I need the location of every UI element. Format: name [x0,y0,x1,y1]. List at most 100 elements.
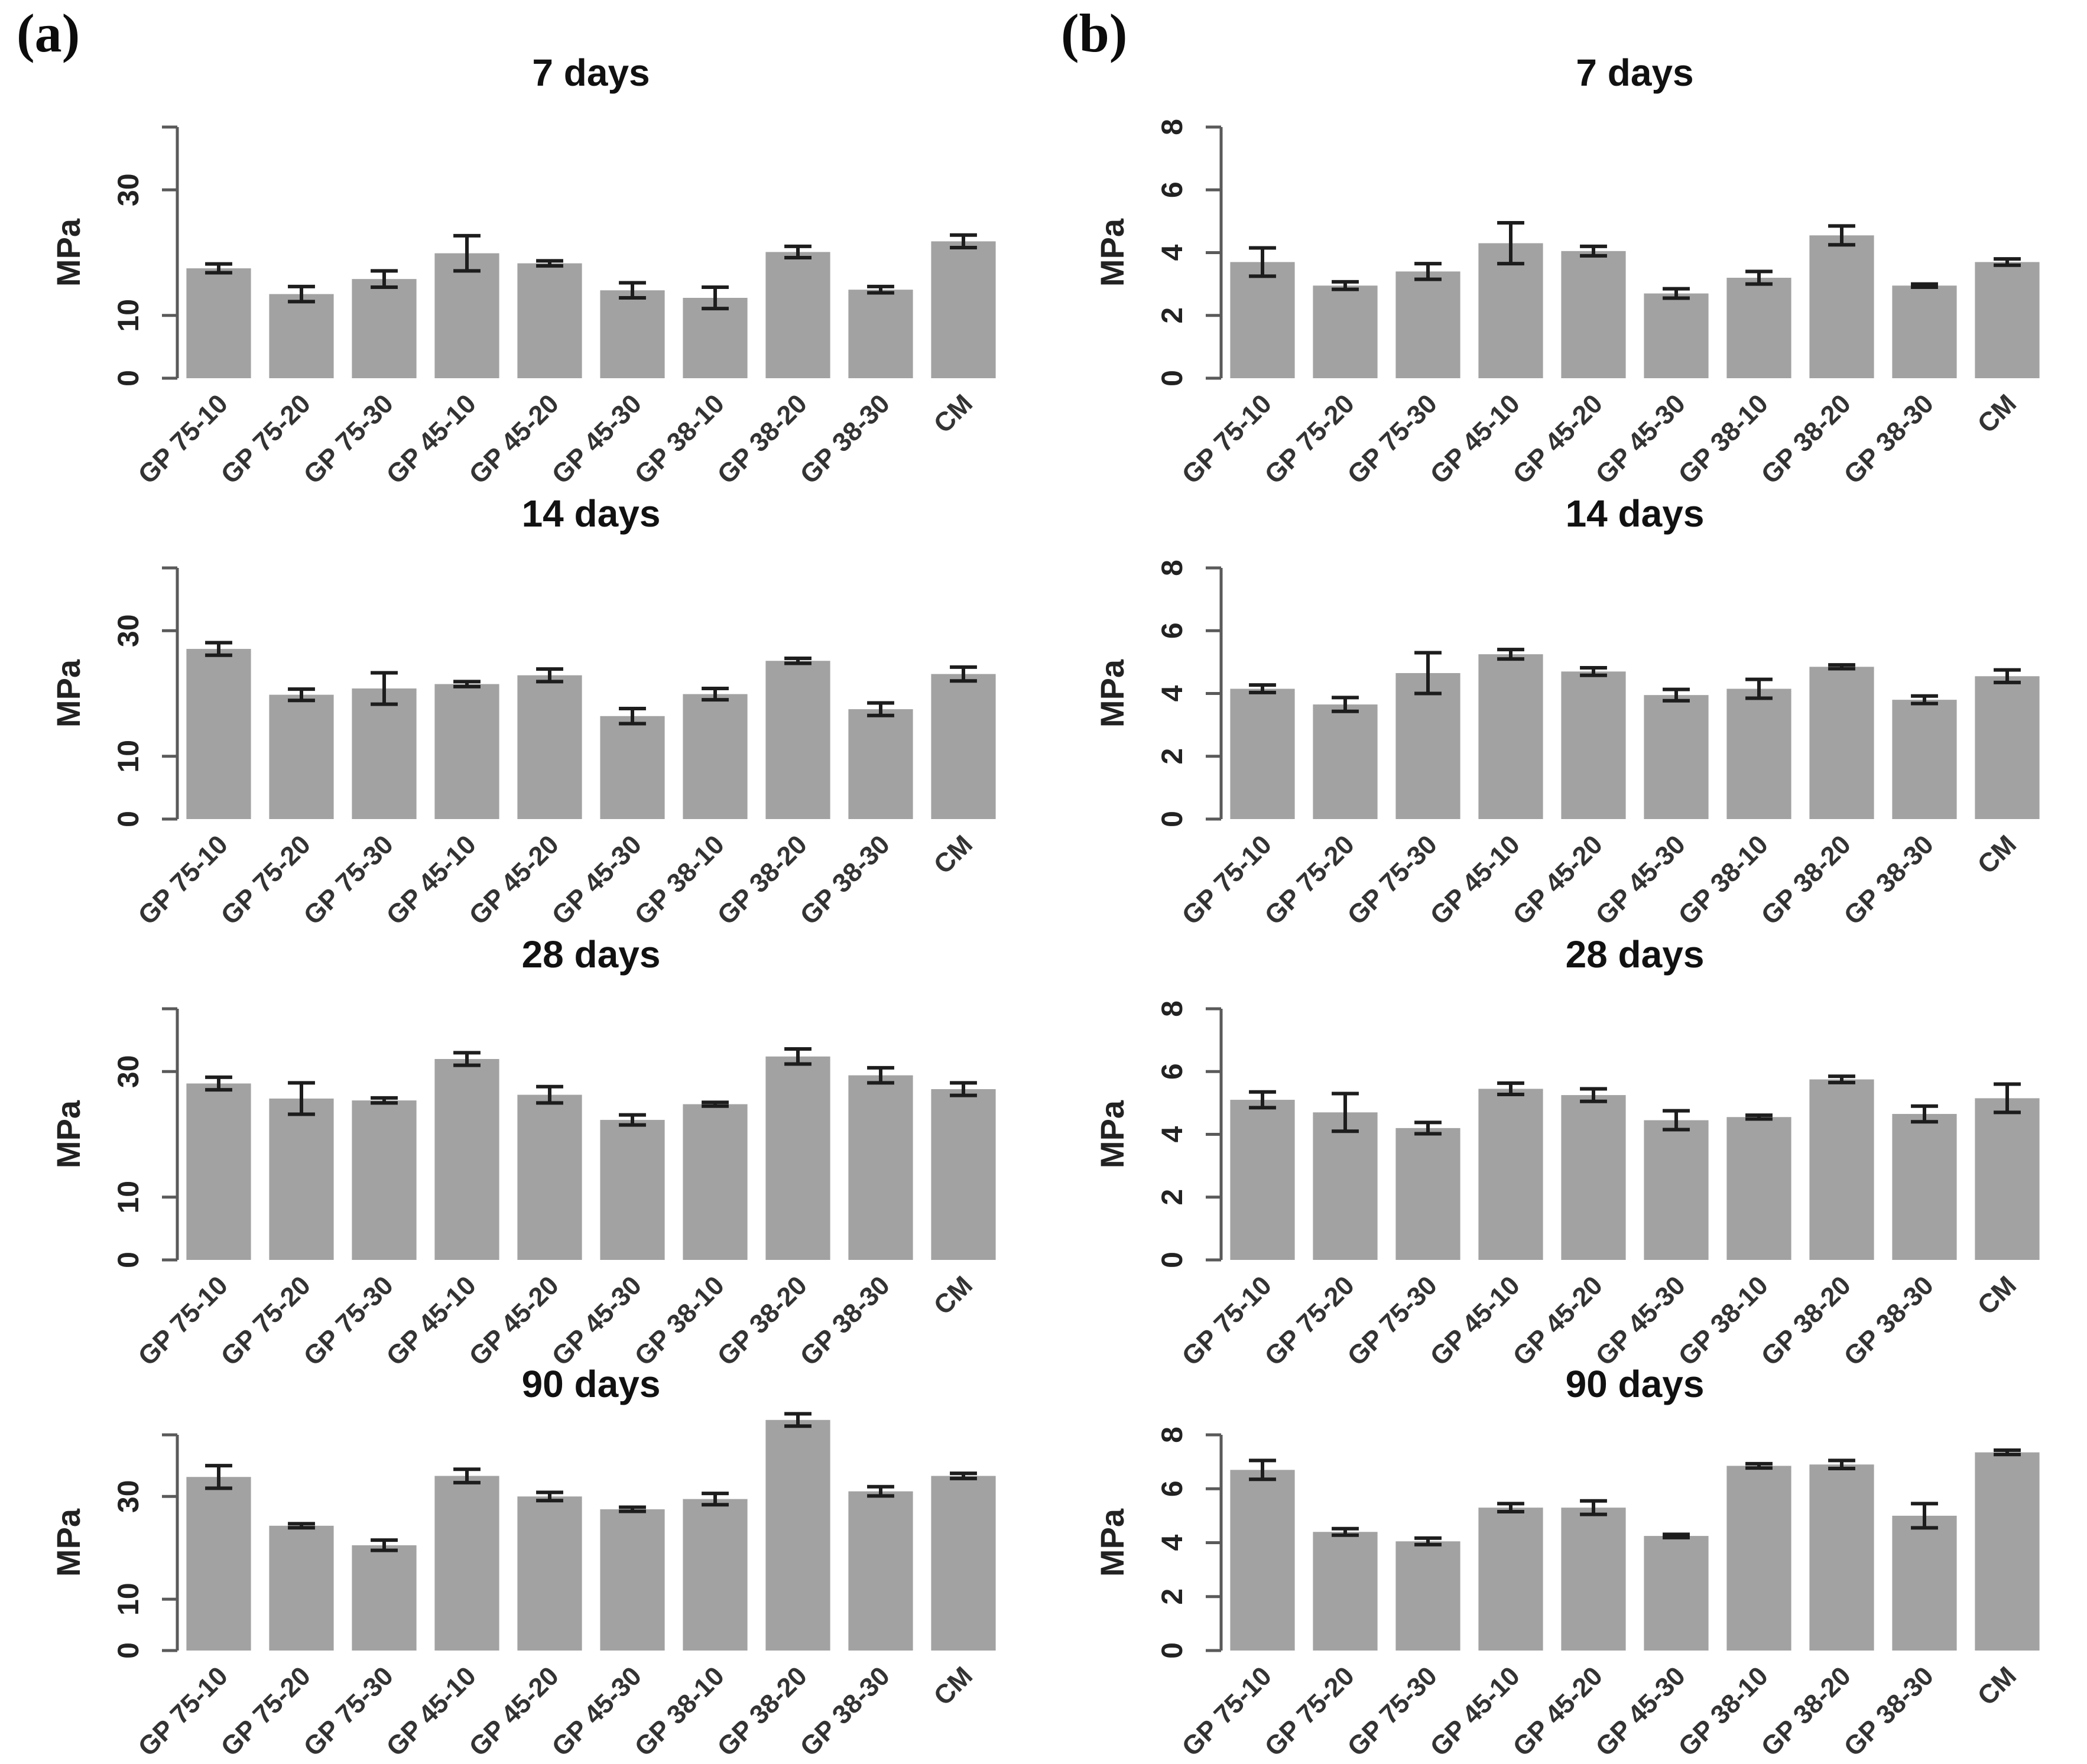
x-tick-label: GP 45-30 [546,1661,647,1762]
bar-cm [931,1089,996,1260]
error-bar [784,1047,812,1066]
x-tick-label: GP 75-30 [297,1661,399,1762]
bar-gp-38-30 [1892,285,1957,378]
x-tick-label: CM [1972,388,2023,439]
bar-gp-38-20 [1809,1079,1874,1260]
error-bar [950,233,977,249]
bar-gp-38-10 [1726,278,1791,378]
y-tick-label: 10 [112,299,145,332]
bar-gp-38-30 [848,290,913,378]
chart-b-90-days: 90 days 0 2 4 6 8 MPa GP 75-10 GP 75-20 GP 75-30 G… [1044,1323,2087,1763]
error-bar [619,707,646,726]
bar-gp-38-10 [1726,688,1791,819]
error-bar [205,641,232,657]
chart-title: 14 days [1566,492,1705,535]
bar-cm [1975,1452,2040,1651]
y-tick-label: 0 [1156,1642,1189,1659]
bar-gp-38-30 [1892,1113,1957,1260]
bar-gp-45-20 [1561,1508,1626,1651]
bar-gp-45-10 [1478,654,1543,819]
bar-gp-75-10 [1230,1470,1295,1651]
bar-gp-38-20 [765,1056,830,1260]
error-bar [1994,668,2021,684]
error-bar [1994,1082,2021,1115]
error-bar [619,1505,646,1513]
error-bar [371,671,398,706]
bar-gp-75-20 [1313,1112,1378,1260]
y-tick-label: 2 [1156,307,1189,324]
error-bar [1663,1532,1690,1539]
error-bar [619,281,646,300]
chart-a-14-days: 14 days 0 10 30 MPa GP 75-10 GP 75-20 GP 75-30 G… [0,441,1043,931]
y-axis-label: MPa [1093,1100,1131,1168]
error-bar [1745,269,1773,286]
bar-gp-45-20 [1561,671,1626,819]
x-tick-label: CM [928,829,979,880]
y-tick-label: 8 [1156,119,1189,135]
chart-title: 14 days [522,492,661,535]
x-tick-label: GP 38-10 [628,1661,730,1762]
bar-gp-38-20 [1809,667,1874,819]
bar-gp-75-10 [186,1083,251,1260]
x-tick-label: GP 45-10 [380,1661,482,1762]
error-bar [1332,1091,1359,1133]
error-bar [1828,224,1855,247]
chart-a-7-days: 7 days 0 10 30 MPa GP 75-10 GP 75-20 GP 75-30 GP… [0,0,1043,490]
bar-gp-38-30 [848,1491,913,1651]
error-bar [453,1051,481,1067]
error-bar [1249,683,1276,694]
bar-gp-45-20 [517,1094,582,1260]
error-bar [288,1081,315,1116]
x-tick-label: GP 75-10 [132,1661,233,1762]
y-axis-label: MPa [50,1100,87,1168]
bar-gp-38-20 [765,252,830,378]
error-bar [867,1065,894,1085]
error-bar [1497,648,1524,661]
x-tick-label: CM [928,1661,979,1711]
error-bar [702,1492,729,1507]
bar-gp-75-10 [1230,688,1295,819]
error-bar [1249,1458,1276,1482]
error-bar [950,1471,977,1480]
error-bar [950,665,977,683]
bar-gp-45-30 [1644,695,1709,819]
bar-gp-75-20 [1313,704,1378,819]
bar-gp-75-30 [1395,1128,1460,1260]
bar-gp-38-20 [1809,235,1874,378]
y-tick-label: 0 [1156,1252,1189,1268]
error-bar [1414,262,1442,281]
bar-gp-75-10 [186,1477,251,1651]
bar-gp-38-20 [1809,1464,1874,1651]
y-tick-label: 4 [1156,1126,1189,1142]
error-bar [1994,257,2021,267]
error-bar [1911,1104,1938,1124]
error-bar [1332,280,1359,291]
error-bar [702,285,729,311]
bar-gp-38-30 [848,1075,913,1260]
x-tick-label: GP 45-20 [463,1661,564,1762]
bar-gp-75-20 [1313,285,1378,378]
bar-cm [1975,1098,2040,1260]
x-tick-label: GP 38-20 [711,1661,813,1762]
error-bar [536,667,563,684]
bar-gp-38-10 [683,298,748,378]
bar-gp-45-10 [1478,1089,1543,1260]
chart-b-28-days: 28 days 0 2 4 6 8 MPa GP 75-10 GP 75-20 GP 75-30 G… [1044,882,2087,1372]
y-tick-label: 10 [112,1583,145,1616]
x-tick-label: GP 75-20 [215,1661,316,1762]
error-bar [950,1081,977,1097]
y-tick-label: 0 [112,370,145,386]
x-tick-label: GP 38-30 [1838,1661,1939,1762]
chart-title: 28 days [1566,933,1705,976]
chart-title: 28 days [522,933,661,976]
bar-gp-75-30 [352,688,417,819]
error-bar [867,1484,894,1498]
x-tick-label: CM [928,388,979,439]
bar-gp-45-10 [434,253,499,378]
error-bar [1828,1458,1855,1471]
bar-gp-75-10 [186,268,251,378]
error-bar [1663,1109,1690,1132]
bar-gp-38-10 [1726,1117,1791,1260]
error-bar [288,687,315,703]
